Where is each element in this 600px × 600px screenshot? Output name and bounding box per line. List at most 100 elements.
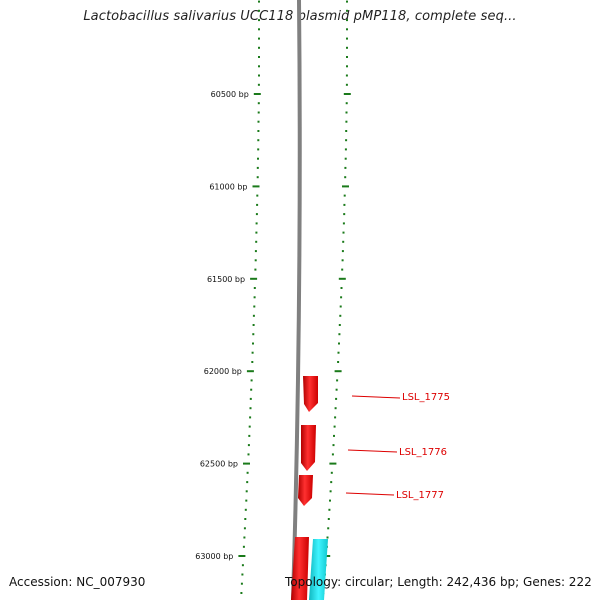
minor-tick bbox=[334, 416, 337, 419]
minor-tick bbox=[243, 536, 246, 539]
major-tick bbox=[243, 462, 250, 465]
gene-label-lsl-1776[interactable]: LSL_1776 bbox=[399, 447, 447, 458]
major-tick bbox=[342, 185, 349, 188]
minor-tick bbox=[327, 527, 330, 530]
minor-tick bbox=[250, 379, 253, 382]
minor-tick bbox=[345, 120, 348, 123]
minor-tick bbox=[335, 388, 338, 391]
outer-tick-ring bbox=[322, 0, 351, 594]
minor-tick bbox=[245, 490, 248, 493]
gene-arrow-lsl-1776[interactable] bbox=[301, 425, 316, 471]
minor-tick bbox=[346, 0, 348, 3]
minor-tick bbox=[344, 176, 347, 179]
minor-tick bbox=[257, 130, 260, 132]
minor-tick bbox=[345, 111, 348, 114]
minor-tick bbox=[249, 407, 252, 410]
minor-tick bbox=[240, 582, 243, 585]
minor-tick bbox=[343, 203, 346, 206]
minor-tick bbox=[344, 157, 347, 160]
minor-tick bbox=[246, 471, 249, 474]
minor-tick bbox=[258, 19, 260, 22]
minor-tick bbox=[247, 444, 250, 447]
minor-tick bbox=[337, 351, 340, 354]
minor-tick bbox=[327, 518, 330, 520]
minor-tick bbox=[244, 518, 247, 520]
gene-block-cyan-bottom[interactable] bbox=[309, 539, 328, 600]
bp-labels: 60500 bp 61000 bp 61500 bp 62000 bp 62500 bp… bbox=[195, 90, 249, 561]
minor-tick bbox=[345, 83, 348, 86]
leader-line-lsl-1777 bbox=[345, 492, 395, 496]
minor-tick bbox=[329, 499, 331, 502]
minor-tick bbox=[254, 250, 257, 253]
gene-label-lsl-1775[interactable]: LSL_1775 bbox=[402, 392, 450, 403]
minor-tick bbox=[258, 37, 260, 40]
minor-tick bbox=[245, 499, 248, 502]
minor-tick bbox=[331, 453, 334, 456]
major-tick bbox=[238, 555, 246, 557]
leader-line-lsl-1775 bbox=[351, 395, 401, 399]
minor-tick bbox=[342, 222, 345, 225]
minor-tick bbox=[258, 28, 260, 31]
minor-tick bbox=[346, 46, 348, 49]
topology-summary: Topology: circular; Length: 242,436 bp; … bbox=[285, 575, 592, 589]
minor-tick bbox=[338, 342, 340, 345]
minor-tick bbox=[253, 296, 256, 299]
leader-line-lsl-1776 bbox=[347, 449, 398, 453]
minor-tick bbox=[253, 287, 256, 289]
minor-tick bbox=[241, 573, 244, 576]
minor-tick bbox=[336, 379, 339, 382]
minor-tick bbox=[340, 296, 343, 299]
minor-tick bbox=[346, 9, 348, 12]
minor-tick bbox=[257, 111, 260, 114]
minor-tick bbox=[249, 397, 252, 400]
minor-tick bbox=[244, 508, 247, 511]
minor-tick bbox=[334, 407, 337, 410]
minor-tick bbox=[328, 508, 331, 511]
minor-tick bbox=[256, 176, 259, 179]
minor-tick bbox=[251, 351, 254, 354]
minor-tick bbox=[341, 259, 344, 262]
minor-tick bbox=[345, 74, 348, 77]
minor-tick bbox=[254, 259, 257, 262]
minor-tick bbox=[258, 9, 260, 12]
gene-block-red-bottom[interactable] bbox=[291, 537, 309, 600]
minor-tick bbox=[333, 434, 335, 437]
minor-tick bbox=[257, 83, 260, 86]
minor-tick bbox=[250, 388, 253, 391]
gene-arrow-lsl-1775[interactable] bbox=[303, 376, 318, 412]
minor-tick bbox=[255, 240, 258, 243]
bp-label: 62500 bp bbox=[200, 460, 238, 469]
minor-tick bbox=[346, 28, 348, 31]
minor-tick bbox=[256, 194, 259, 197]
minor-tick bbox=[240, 592, 243, 594]
minor-tick bbox=[243, 527, 246, 530]
minor-tick bbox=[341, 268, 344, 271]
minor-tick bbox=[346, 65, 348, 68]
minor-tick bbox=[252, 333, 255, 336]
minor-tick bbox=[258, 74, 260, 77]
gene-label-lsl-1777[interactable]: LSL_1777 bbox=[396, 490, 444, 501]
minor-tick bbox=[257, 102, 260, 105]
minor-tick bbox=[339, 314, 342, 317]
bp-label: 61000 bp bbox=[209, 182, 247, 191]
minor-tick bbox=[326, 536, 329, 539]
major-tick bbox=[246, 370, 254, 373]
minor-tick bbox=[330, 471, 333, 474]
minor-tick bbox=[343, 194, 346, 197]
minor-tick bbox=[344, 148, 347, 151]
minor-tick bbox=[251, 361, 254, 363]
gene-arrow-lsl-1777[interactable] bbox=[298, 475, 313, 506]
minor-tick bbox=[257, 120, 260, 123]
minor-tick bbox=[340, 287, 343, 289]
minor-tick bbox=[255, 222, 258, 225]
minor-tick bbox=[257, 148, 260, 151]
minor-tick bbox=[342, 240, 345, 243]
minor-tick bbox=[333, 425, 336, 428]
minor-tick bbox=[255, 231, 258, 234]
minor-tick bbox=[343, 213, 346, 216]
bp-label: 62000 bp bbox=[204, 367, 242, 376]
major-tick bbox=[252, 185, 260, 188]
minor-tick bbox=[246, 481, 249, 484]
minor-tick bbox=[345, 130, 348, 132]
